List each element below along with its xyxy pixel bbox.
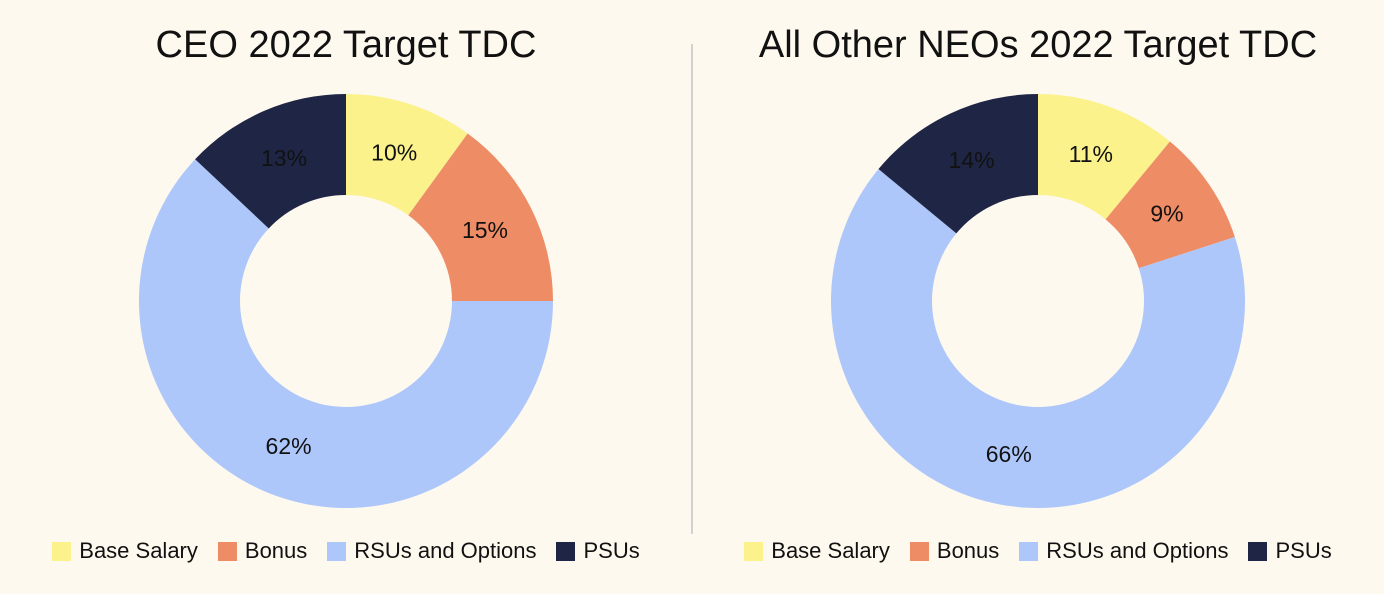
- slice-psus: [195, 94, 346, 229]
- legend-label: Bonus: [244, 538, 308, 563]
- legend-item-base-salary: Base Salary: [52, 538, 198, 564]
- slice-label-bonus: 15%: [462, 217, 508, 243]
- legend-label: Base Salary: [79, 538, 198, 563]
- legend-swatch: [744, 541, 764, 561]
- slice-rsus-options: [138, 159, 553, 509]
- slice-label-psus: 13%: [261, 145, 307, 171]
- legend-label: PSUs: [583, 538, 640, 563]
- legend-label: PSUs: [1275, 538, 1332, 563]
- slice-psus: [878, 94, 1038, 234]
- legend-swatch: [327, 541, 347, 561]
- legend-swatch: [217, 541, 237, 561]
- slice-label-base-salary: 11%: [1069, 141, 1113, 167]
- legend-swatch: [52, 541, 72, 561]
- legend-item-psus: PSUs: [1248, 538, 1332, 564]
- slice-label-base-salary: 10%: [371, 140, 417, 166]
- legend-swatch: [909, 541, 929, 561]
- slice-base-salary: [346, 94, 468, 216]
- legend-item-rsus-options: RSUs and Options: [327, 538, 536, 564]
- slice-label-rsus-options: 66%: [986, 441, 1032, 467]
- donut-chart: 11% 9% 66% 14%: [831, 94, 1245, 509]
- panel-divider: [691, 44, 693, 534]
- slice-label-bonus: 9%: [1150, 200, 1183, 226]
- slice-base-salary: [1038, 94, 1170, 220]
- slice-rsus-options: [831, 169, 1245, 509]
- legend-item-bonus: Bonus: [909, 538, 1000, 564]
- ceo-chart-panel: CEO 2022 Target TDC 10% 15% 62% 13% Base Sa…: [0, 24, 692, 564]
- legend-swatch: [1019, 541, 1039, 561]
- slice-label-rsus-options: 62%: [266, 433, 312, 459]
- chart-legend: Base Salary Bonus RSUs and Options PSUs: [692, 538, 1384, 564]
- chart-title: All Other NEOs 2022 Target TDC: [758, 24, 1318, 66]
- legend-item-base-salary: Base Salary: [744, 538, 890, 564]
- other-neos-chart-panel: All Other NEOs 2022 Target TDC 11% 9% 66% 1…: [692, 0, 1384, 594]
- chart-legend: Base Salary Bonus RSUs and Options PSUs: [0, 538, 692, 564]
- legend-item-rsus-options: RSUs and Options: [1019, 538, 1228, 564]
- legend-label: RSUs and Options: [1046, 538, 1229, 563]
- donut-chart: 10% 15% 62% 13%: [138, 94, 553, 509]
- chart-title: CEO 2022 Target TDC: [155, 24, 537, 66]
- legend-label: Bonus: [936, 538, 1000, 563]
- legend-swatch: [556, 541, 576, 561]
- legend-item-psus: PSUs: [556, 538, 640, 564]
- slice-label-psus: 14%: [949, 147, 995, 173]
- legend-item-bonus: Bonus: [217, 538, 308, 564]
- legend-label: Base Salary: [771, 538, 890, 563]
- slice-bonus: [1105, 141, 1235, 269]
- legend-swatch: [1248, 541, 1268, 561]
- slice-bonus: [408, 133, 553, 301]
- legend-label: RSUs and Options: [354, 538, 537, 563]
